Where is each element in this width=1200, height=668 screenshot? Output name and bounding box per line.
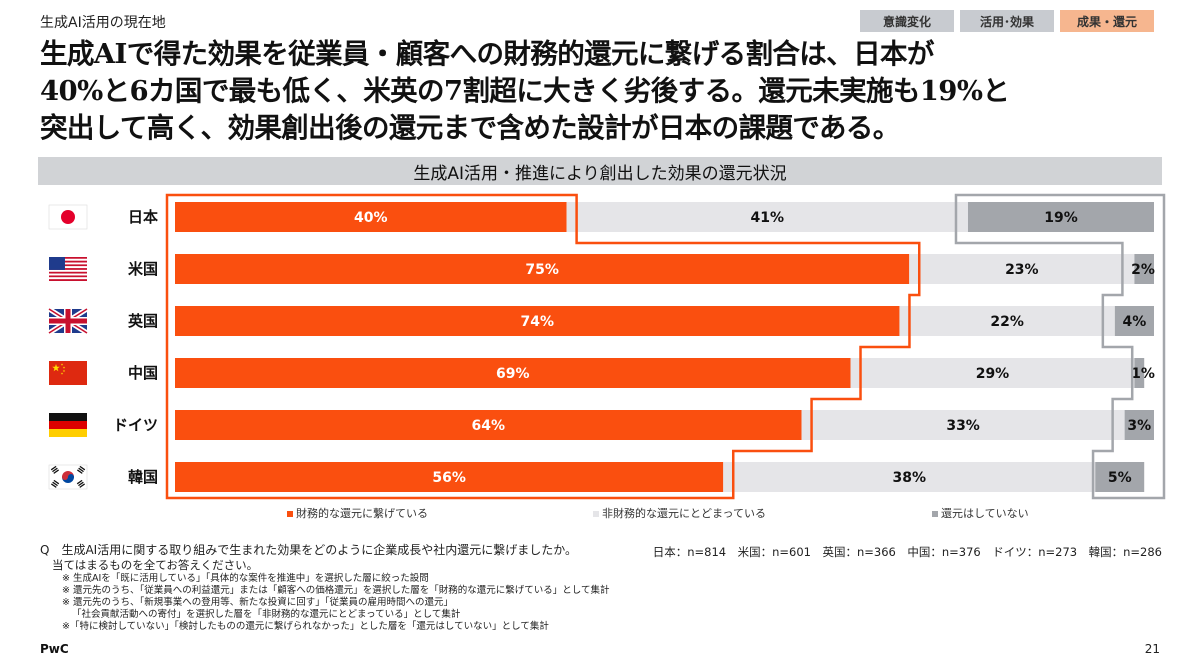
legend-label: 還元はしていない [941, 507, 1029, 520]
usa-flag-icon [49, 257, 87, 281]
question-prefix: Q [40, 543, 50, 557]
legend-label: 財務的な還元に繋げている [296, 506, 428, 520]
bar-segment [566, 202, 968, 232]
data-label: 29% [976, 366, 1010, 382]
country-label: 日本 [128, 208, 158, 226]
bar-segment [1134, 254, 1154, 284]
data-label: 38% [892, 470, 926, 486]
data-label: 69% [496, 366, 530, 382]
legend-swatch [932, 511, 938, 517]
country-label: 米国 [128, 260, 158, 278]
uk-flag-icon [47, 306, 89, 336]
data-label: 40% [354, 210, 388, 226]
financial-highlight-outline [165, 193, 921, 500]
country-label: 中国 [128, 364, 158, 382]
data-label: 41% [751, 210, 785, 226]
bar-segment [1095, 462, 1145, 492]
stacked-bar-chart: 日本 40% 41% 19% 米国 75% 23% 2% 英国 74% 22% 4% 中国 69% 29% 1… [47, 193, 1166, 520]
bar-segment [175, 202, 567, 232]
legend-swatch [593, 511, 599, 517]
bar-segment [1134, 358, 1145, 388]
bar-segment [899, 306, 1115, 336]
legend-label: 非財務的な還元にとどまっている [602, 506, 766, 520]
chart-title: 生成AI活用・推進により創出した効果の還元状況 [38, 157, 1162, 185]
country-label: 韓国 [128, 468, 158, 486]
tab-results-return[interactable]: 成果・還元 [1060, 10, 1154, 32]
bar-segment [175, 462, 724, 492]
data-label: 23% [1005, 262, 1039, 278]
data-label: 22% [990, 314, 1024, 330]
headline-line-1: 生成AIで得た効果を従業員・顧客への財務的還元に繋げる割合は、日本が [40, 38, 934, 70]
tab-usage-effect[interactable]: 活用･効果 [960, 10, 1054, 32]
bar-segment [967, 202, 1154, 232]
bar-segment [850, 358, 1135, 388]
section-label: 生成AI活用の現在地 [40, 15, 166, 31]
data-label: 64% [472, 418, 506, 434]
data-label: 19% [1044, 210, 1078, 226]
footnote-5: ※「特に検討していない」「検討したものの還元に繋げられなかった」とした層を「還元… [62, 621, 549, 632]
data-label: 75% [525, 262, 559, 278]
footnote-3: ※ 還元先のうち、「新規事業への登用等、新たな投資に回す」「従業員の雇用時間への… [62, 597, 453, 608]
data-label: 74% [520, 314, 554, 330]
data-label: 5% [1108, 470, 1132, 486]
bar-segment [909, 254, 1135, 284]
data-label: 1% [1131, 366, 1155, 382]
data-label: 2% [1131, 262, 1155, 278]
germany-flag-icon [49, 413, 87, 437]
footnote-1: ※ 生成AIを「既に活用している」「具体的な案件を推進中」を選択した層に絞った設… [62, 573, 429, 584]
bar-segment [801, 410, 1125, 440]
tab-awareness[interactable]: 意識変化 [860, 10, 954, 32]
page-number: 21 [1144, 642, 1160, 656]
headline-line-3: 突出して高く、効果創出後の還元まで含めた設計が日本の課題である。 [40, 112, 900, 144]
question-text-line-2: 当てはまるものを全てお答えください。 [52, 558, 259, 572]
bar-segment [1124, 410, 1154, 440]
country-label: 英国 [128, 312, 158, 330]
pwc-logo: PwC [40, 642, 69, 656]
bar-segment [723, 462, 1096, 492]
bar-segment [175, 254, 910, 284]
legend-swatch [287, 511, 293, 517]
bar-segment [175, 410, 802, 440]
japan-flag-icon [48, 204, 88, 230]
headline-line-2: 40%と6カ国で最も低く、米英の7割超に大きく劣後する。還元未実施も19%と [40, 75, 1010, 107]
data-label: 3% [1127, 418, 1151, 434]
survey-notes: Q 生成AI活用に関する取り組みで生まれた効果をどのように企業成長や社内還元に繋… [40, 543, 609, 633]
data-label: 4% [1123, 314, 1147, 330]
footnote-4: 「社会貢献活動への寄付」を選択した層を「非財務的な還元にとどまっている」として集… [72, 609, 461, 620]
korea-flag-icon [48, 464, 88, 490]
bar-segment [175, 358, 851, 388]
sample-sizes: 日本：n=814 米国：n=601 英国：n=366 中国：n=376 ドイツ：… [652, 545, 1162, 559]
headline: 生成AIで得た効果を従業員・顧客への財務的還元に繋げる割合は、日本が 40%と6… [40, 36, 1170, 147]
question-text-line-1: 生成AI活用に関する取り組みで生まれた効果をどのように企業成長や社内還元に繋げま… [61, 543, 577, 557]
bar-segment [175, 306, 900, 336]
section-tabs: 意識変化 活用･効果 成果・還元 [860, 10, 1154, 32]
none-highlight-outline [954, 193, 1166, 500]
country-label: ドイツ [113, 416, 158, 434]
data-label: 56% [432, 470, 466, 486]
footnote-2: ※ 還元先のうち、「従業員への利益還元」または「顧客への価格還元」を選択した層を… [62, 585, 610, 596]
data-label: 33% [946, 418, 980, 434]
china-flag-icon [49, 361, 87, 385]
bar-segment [1114, 306, 1154, 336]
